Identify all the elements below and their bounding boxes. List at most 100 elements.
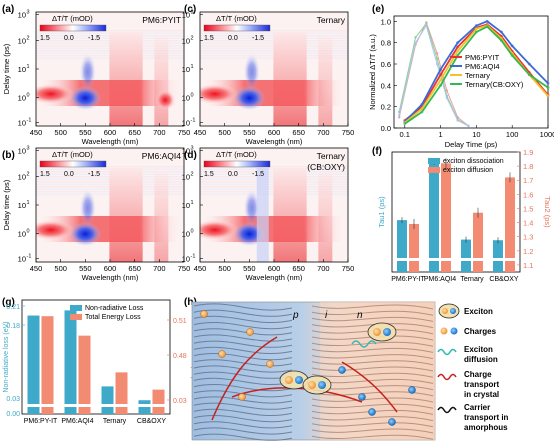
hole xyxy=(308,381,316,389)
y-tick-label: 0.00 xyxy=(6,411,20,418)
y-tick-exponent: 3 xyxy=(191,9,194,15)
legend-swatch xyxy=(70,305,82,311)
map-title: PM6:PYIT xyxy=(142,15,181,25)
colorbar-tick: 1.5 xyxy=(40,35,50,42)
region-label-i: i xyxy=(325,310,328,321)
colorbar-label: ΔT/T (mOD) xyxy=(216,150,257,159)
legend-label-3: amorphous xyxy=(464,423,508,432)
y-tick-label: 10 xyxy=(18,255,26,264)
legend-swatch xyxy=(70,314,82,320)
hole-charge xyxy=(200,310,208,318)
bar-exciton-diffusion xyxy=(473,212,483,272)
region-label-p: p xyxy=(292,310,299,321)
n-region-tint xyxy=(320,302,435,440)
fast-kinetics-point xyxy=(445,89,449,92)
donor-fiber xyxy=(193,303,293,311)
y-tick-label: 10 xyxy=(18,10,26,19)
colorbar-tick: 1.5 xyxy=(204,35,214,42)
colorbar-tick: 0.0 xyxy=(64,171,74,178)
kinetics-fit-line xyxy=(404,25,549,125)
y-tick-label: 0.0 xyxy=(381,124,391,133)
bar-total-energy-loss xyxy=(41,316,54,414)
y-tick-exponent: 2 xyxy=(191,172,194,178)
y2-tick-label: 1.5 xyxy=(523,204,533,213)
y-tick-label: 10 xyxy=(18,230,26,239)
x-tick-label: 550 xyxy=(79,128,92,137)
x-tick-label: 600 xyxy=(268,128,281,137)
hole xyxy=(373,328,381,336)
x-tick-label: 700 xyxy=(317,264,330,273)
y-tick-label: 10 xyxy=(18,119,26,128)
y-tick-label: 0.6 xyxy=(381,60,391,69)
colorbar-tick: 0.0 xyxy=(228,35,238,42)
early-bleach-left xyxy=(36,220,75,240)
noise-strip xyxy=(200,30,348,32)
legend-label: Non-radiative Loss xyxy=(85,305,144,312)
colorbar-tick: -1.5 xyxy=(252,35,264,42)
y-tick-label: 10 xyxy=(182,173,190,182)
donor-fiber xyxy=(193,377,293,385)
map-title: Ternary xyxy=(317,151,346,161)
x-tick-label: 500 xyxy=(218,264,231,273)
category-label: PM6:PY-IT xyxy=(24,418,58,425)
legend-label-3: in crystal xyxy=(464,390,499,399)
colorbar xyxy=(203,160,271,168)
noise-strip xyxy=(36,166,184,168)
category-label: PM6:AQI4 xyxy=(61,418,93,425)
x-tick-label: 550 xyxy=(79,264,92,273)
bar-exciton-diffusion xyxy=(409,224,419,272)
panel-label-c: (c) xyxy=(184,4,196,15)
donor-fiber xyxy=(193,421,293,429)
x-axis-label: Wavelength (nm) xyxy=(246,273,303,282)
y-tick-label: 10 xyxy=(182,10,190,19)
map-title: Ternary xyxy=(317,15,346,25)
x-tick-label: 550 xyxy=(243,264,256,273)
acceptor-fiber xyxy=(311,434,434,440)
wavy-cyan-arrow-icon xyxy=(437,348,457,356)
photoinduced-absorption xyxy=(69,86,102,110)
bar-exciton-dissociation xyxy=(461,239,471,272)
legend-label-2: diffusion xyxy=(464,355,498,364)
fast-kinetics-point xyxy=(425,22,428,25)
x-axis-label: Wavelength (nm) xyxy=(246,137,303,146)
x-tick-label: 600 xyxy=(104,264,117,273)
y-tick-exponent: -1 xyxy=(191,254,196,260)
panel-label-d: (d) xyxy=(184,150,197,161)
fast-kinetics-point xyxy=(456,119,459,122)
colorbar-tick: -1.5 xyxy=(88,171,100,178)
electron-charge xyxy=(388,418,396,426)
y-axis-label: Tau1 (ps) xyxy=(377,196,386,228)
colorbar-tick: 0.0 xyxy=(228,171,238,178)
acceptor-fiber xyxy=(311,391,434,397)
legend-label: Exciton xyxy=(464,345,493,354)
hole-charge xyxy=(238,393,246,401)
acceptor-fiber xyxy=(311,304,434,310)
acceptor-fiber xyxy=(311,422,434,428)
y-tick-exponent: 2 xyxy=(191,36,194,42)
x-tick-label: 750 xyxy=(342,128,355,137)
category-label: Ternary xyxy=(103,418,127,425)
y-axis-label: Delay time (ps) xyxy=(2,43,11,94)
hole xyxy=(285,376,293,384)
y-tick-label: 10 xyxy=(18,65,26,74)
y2-axis-label: Tau2 (ps) xyxy=(543,196,552,228)
bar-total-energy-loss xyxy=(78,335,91,414)
x-tick-label: 750 xyxy=(178,128,191,137)
photoinduced-absorption-tail xyxy=(79,54,96,90)
x-tick-label: 450 xyxy=(30,128,43,137)
ta-map-b: ΔT/T (mOD) 1.5 0.0 -1.5 PM6:AQI4 450 500 550 600… xyxy=(2,145,190,282)
y-axis-label: Normalized ΔT/T (a.u.) xyxy=(368,34,377,110)
map-title: PM6:AQI4 xyxy=(142,151,181,161)
x-tick-label: 500 xyxy=(54,264,67,273)
x-tick-label: 450 xyxy=(194,128,207,137)
photoinduced-absorption xyxy=(233,86,266,110)
donor-fiber xyxy=(193,328,293,336)
fast-kinetics-point xyxy=(425,24,428,27)
y-tick-label: 0.2 xyxy=(381,103,391,112)
hole-charge xyxy=(266,360,274,368)
exciton xyxy=(367,322,397,342)
bar-non-radiative-loss xyxy=(64,310,77,414)
y-tick-label: 10 xyxy=(18,201,26,210)
category-label: CB&OXY xyxy=(489,276,519,283)
